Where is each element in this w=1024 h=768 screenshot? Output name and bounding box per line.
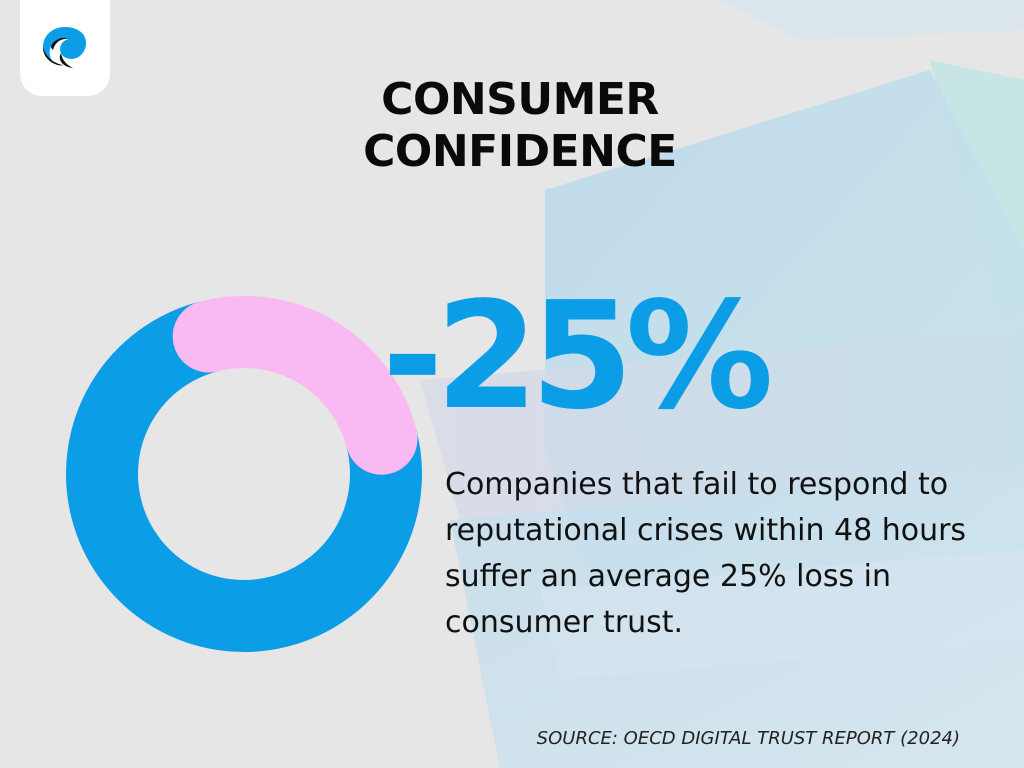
title-line-1: CONSUMER [381, 74, 659, 125]
brand-logo-icon [43, 27, 87, 68]
donut-slice-1 [172, 296, 418, 475]
title-line-2: CONFIDENCE [363, 126, 677, 177]
donut-slice-2 [66, 301, 422, 652]
logo-tab [20, 0, 110, 96]
page-title: CONSUMER CONFIDENCE [0, 74, 1024, 178]
big-stat-value: -25% [382, 270, 774, 442]
donut-chart [66, 296, 422, 652]
stat-description: Companies that fail to respond to reputa… [445, 467, 967, 640]
source-citation: SOURCE: OECD DIGITAL TRUST REPORT (2024) [536, 728, 960, 749]
